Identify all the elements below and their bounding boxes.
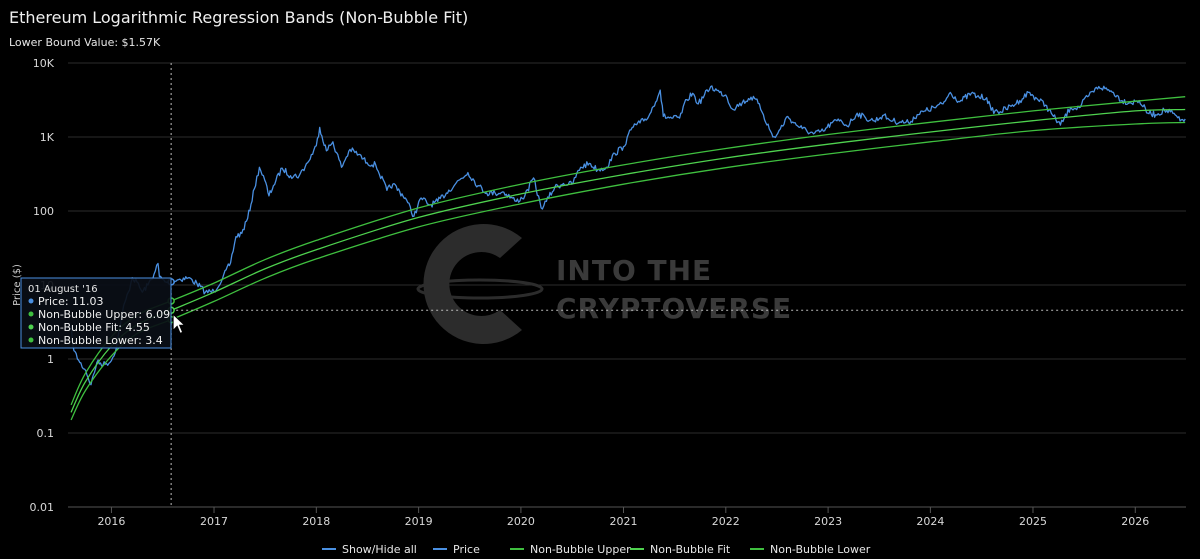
x-tick-label: 2016	[97, 515, 125, 528]
y-tick-label: 1	[47, 353, 54, 366]
watermark-c-shape	[423, 224, 522, 344]
tooltip-row: Non-Bubble Lower: 3.4	[38, 334, 163, 347]
tooltip-dot	[28, 298, 34, 304]
y-axis-title: Price ($)	[12, 264, 23, 306]
x-tick-label: 2017	[200, 515, 228, 528]
watermark-logo: INTO THE CRYPTOVERSE	[416, 224, 792, 344]
legend[interactable]: Show/Hide all Price Non-Bubble Upper Non-Bu…	[322, 543, 871, 556]
chart-subtitle: Lower Bound Value: $1.57K	[9, 36, 161, 49]
watermark-line-2: CRYPTOVERSE	[556, 292, 792, 325]
x-tick-label: 2020	[507, 515, 535, 528]
x-tick-label: 2023	[814, 515, 842, 528]
cursor-arrow-icon	[172, 313, 186, 334]
tooltip-box	[20, 277, 172, 349]
legend-item-price[interactable]: Price	[433, 543, 480, 556]
watermark-orbit	[416, 278, 544, 300]
x-axis: 2016 2017 2018 2019 2020 2021 2022 2023 2024 2025…	[68, 506, 1186, 528]
tooltip-dot	[28, 337, 34, 343]
series-price-line	[69, 85, 1186, 386]
x-tick-label: 2022	[712, 515, 740, 528]
y-tick-label: 0.01	[30, 501, 55, 514]
legend-label: Non-Bubble Lower	[770, 543, 871, 556]
y-tick-label: 10K	[33, 57, 55, 70]
chart-title: Ethereum Logarithmic Regression Bands (N…	[9, 8, 469, 27]
legend-show-hide-all[interactable]: Show/Hide all	[322, 543, 417, 556]
legend-item-non-bubble-upper[interactable]: Non-Bubble Upper	[510, 543, 631, 556]
tooltip-row: Price: 11.03	[38, 295, 104, 308]
series-layer	[69, 85, 1186, 421]
legend-item-non-bubble-fit[interactable]: Non-Bubble Fit	[630, 543, 731, 556]
x-tick-label: 2026	[1121, 515, 1149, 528]
legend-item-non-bubble-lower[interactable]: Non-Bubble Lower	[750, 543, 871, 556]
tooltip-dot	[28, 324, 34, 330]
legend-label: Non-Bubble Fit	[650, 543, 731, 556]
tooltip-date: 01 August '16	[28, 284, 98, 295]
legend-label: Show/Hide all	[342, 543, 417, 556]
tooltip-dot	[28, 311, 34, 317]
x-tick-label: 2024	[916, 515, 944, 528]
y-tick-label: 0.1	[37, 427, 55, 440]
tooltip-row: Non-Bubble Upper: 6.09	[38, 308, 170, 321]
x-tick-label: 2025	[1019, 515, 1047, 528]
watermark-line-1: INTO THE	[556, 254, 712, 287]
legend-label: Non-Bubble Upper	[530, 543, 631, 556]
y-tick-label: 100	[33, 205, 54, 218]
x-tick-label: 2021	[609, 515, 637, 528]
legend-label: Price	[453, 543, 480, 556]
x-tick-label: 2018	[302, 515, 330, 528]
tooltip-row: Non-Bubble Fit: 4.55	[38, 321, 150, 334]
y-tick-label: 1K	[40, 131, 55, 144]
x-tick-label: 2019	[405, 515, 433, 528]
